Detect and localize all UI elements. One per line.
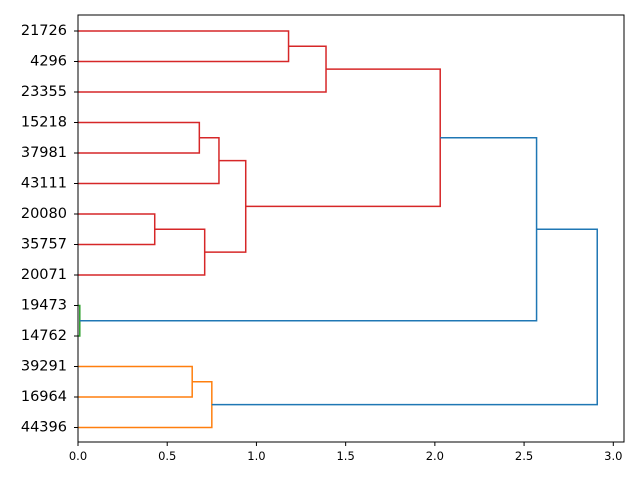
x-tick-label: 2.5 — [515, 449, 533, 463]
leaf-label-37981: 37981 — [21, 145, 67, 161]
x-axis: 0.0 0.5 1.0 1.5 2.0 2.5 3.0 — [69, 442, 622, 463]
leaf-label-20071: 20071 — [21, 267, 67, 283]
leaf-label-43111: 43111 — [21, 176, 67, 192]
leaf-label-19473: 19473 — [21, 298, 67, 314]
dendrogram-link-4 — [78, 213, 156, 246]
dendrogram-link-10 — [78, 365, 193, 398]
leaf-label-15218: 15218 — [21, 115, 67, 131]
leaf-label-35757: 35757 — [21, 237, 67, 253]
leaf-label-39291: 39291 — [21, 359, 67, 375]
leaf-label-44396: 44396 — [21, 420, 67, 436]
dendrogram-links — [78, 30, 598, 429]
leaf-axis: 21726 4296 23355 15218 37981 43111 20080 35757 2… — [21, 23, 78, 436]
leaf-label-21726: 21726 — [21, 23, 67, 39]
leaf-label-23355: 23355 — [21, 84, 67, 100]
x-tick-label: 3.0 — [604, 449, 622, 463]
dendrogram-link-2 — [78, 121, 201, 154]
dendrogram-link-8 — [78, 304, 81, 337]
dendrogram-link-12 — [211, 228, 598, 406]
dendrogram-link-6 — [204, 159, 247, 253]
leaf-label-4296: 4296 — [30, 54, 67, 70]
leaf-label-16964: 16964 — [21, 389, 67, 405]
x-tick-label: 0.0 — [69, 449, 87, 463]
leaf-label-20080: 20080 — [21, 206, 67, 222]
x-tick-label: 0.5 — [158, 449, 176, 463]
leaf-label-14762: 14762 — [21, 328, 67, 344]
dendrogram-link-5 — [78, 228, 206, 276]
x-tick-label: 1.0 — [247, 449, 265, 463]
x-tick-label: 2.0 — [426, 449, 444, 463]
plot-frame — [77, 14, 625, 443]
x-tick-label: 1.5 — [336, 449, 354, 463]
